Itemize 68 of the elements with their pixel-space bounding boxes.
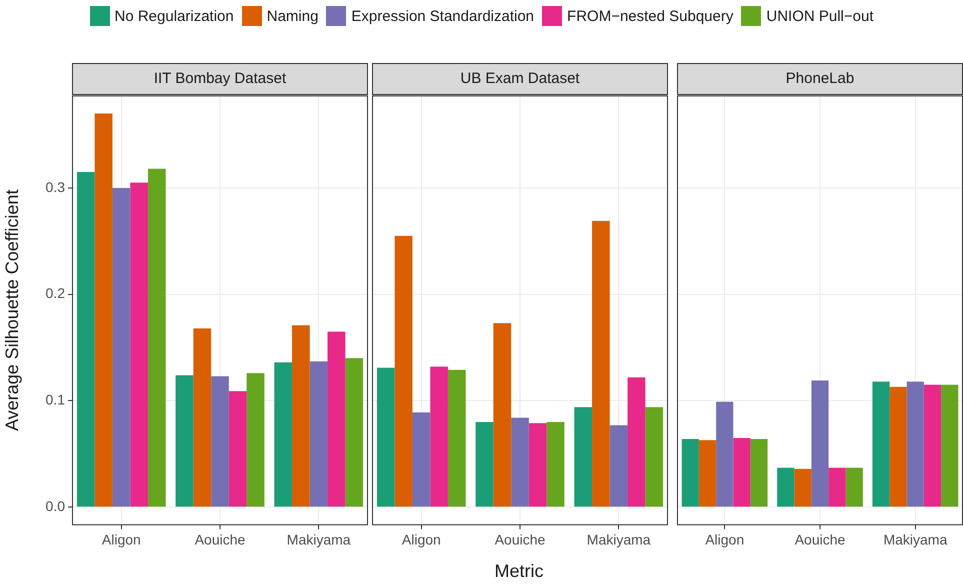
legend-label: Naming	[266, 8, 318, 24]
bar	[794, 468, 812, 506]
legend-label: FROM−nested Subquery	[567, 8, 734, 24]
bar	[476, 422, 494, 506]
bar	[890, 386, 907, 506]
y-tick-label: 0.0	[46, 498, 66, 514]
bar	[610, 424, 628, 506]
y-tick-label: 0.3	[46, 178, 66, 194]
bar	[228, 390, 247, 506]
chart-title: PhoneLab	[677, 63, 963, 95]
x-tick-label: Makiyama	[883, 531, 948, 548]
bar	[546, 422, 564, 506]
bar	[94, 113, 112, 506]
chart-title: IIT Bombay Dataset	[72, 63, 368, 95]
bar	[310, 360, 328, 506]
bar	[376, 367, 395, 506]
bar	[528, 422, 547, 506]
bar	[176, 374, 194, 506]
y-tick-label: 0.2	[46, 284, 66, 301]
bar	[76, 172, 95, 506]
x-tick-label: Makiyama	[586, 531, 651, 548]
bar	[698, 440, 716, 506]
x-tick-label: Aouiche	[494, 531, 546, 548]
legend-label: No Regularization	[114, 8, 234, 24]
x-tick-label: Aouiche	[194, 531, 246, 548]
bar	[716, 401, 734, 506]
bar	[733, 438, 750, 506]
bar	[211, 376, 229, 506]
x-tick-label: Makiyama	[286, 531, 351, 548]
bar	[682, 438, 699, 506]
bar	[130, 182, 148, 506]
bar	[906, 381, 924, 506]
x-tick-label: Aligon	[402, 531, 441, 548]
bar	[292, 324, 310, 506]
bar	[777, 467, 794, 506]
chart-title: UB Exam Dataset	[372, 63, 668, 95]
bar	[328, 331, 346, 506]
bar	[193, 328, 212, 506]
bar	[412, 412, 430, 506]
bar	[246, 372, 264, 506]
bar	[511, 417, 529, 506]
bar	[941, 384, 958, 506]
bar	[394, 235, 412, 506]
bar	[574, 406, 592, 506]
x-tick-label: Aouiche	[794, 531, 846, 548]
x-tick-label: Aligon	[705, 531, 744, 548]
bar	[811, 380, 829, 506]
bar	[112, 188, 130, 506]
bar	[148, 168, 166, 506]
legend-label: UNION Pull−out	[766, 8, 874, 24]
x-axis-title: Metric	[494, 561, 544, 582]
bar	[924, 384, 942, 506]
bar	[846, 467, 863, 506]
bar	[750, 438, 768, 506]
bar	[645, 406, 664, 506]
bar	[872, 381, 890, 506]
y-tick-label: 0.1	[46, 391, 66, 408]
bar	[345, 358, 364, 506]
bar	[592, 220, 610, 506]
bar	[628, 376, 646, 506]
y-axis-title: Average Silhouette Coefficient	[2, 189, 22, 431]
bar	[493, 322, 512, 506]
bar	[448, 369, 466, 506]
bar	[828, 467, 846, 506]
legend-label: Expression Standardization	[351, 8, 534, 24]
bar	[274, 362, 292, 506]
x-tick-label: Aligon	[102, 531, 141, 548]
bar	[430, 366, 448, 506]
